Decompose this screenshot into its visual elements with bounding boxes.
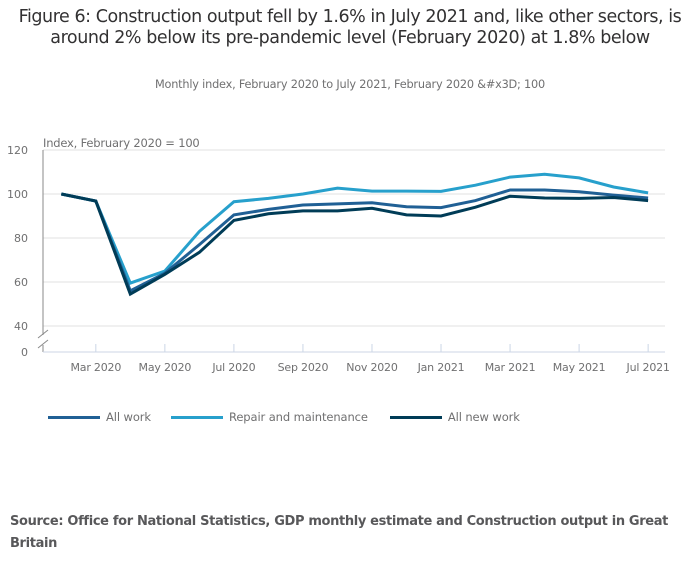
x-tick-label: Mar 2021 (485, 361, 536, 374)
y-tick-label: 40 (14, 320, 28, 333)
y-tick-label: 80 (14, 232, 28, 245)
legend-label: All work (106, 410, 151, 424)
legend-swatch (389, 415, 442, 419)
x-tick-label: Mar 2020 (70, 361, 121, 374)
x-tick-label: May 2020 (139, 361, 192, 374)
y-tick-label: 60 (14, 276, 28, 289)
x-tick-label: Jul 2021 (626, 361, 670, 374)
series-line-all-new-work[interactable] (61, 192, 649, 297)
legend: All work Repair and maintenance All new wo… (48, 407, 540, 427)
series-line-repair-and-maintenance[interactable] (61, 172, 649, 285)
x-tick-label: Nov 2020 (346, 361, 398, 374)
legend-label: Repair and maintenance (228, 410, 368, 424)
legend-item-all-work[interactable]: All work (48, 410, 151, 424)
line-chart: 120 100 80 60 40 0 Mar 2020 May 2020 Jul 2020 Se… (7, 136, 670, 374)
chart-title: Figure 6: Construction output fell by 1.… (18, 7, 682, 48)
y-axis-label: Index, February 2020 = 100 (43, 136, 200, 150)
x-tick-label: Sep 2020 (278, 361, 329, 374)
y-tick-label: 120 (7, 144, 28, 157)
legend-swatch (48, 415, 100, 419)
x-axis: Mar 2020 May 2020 Jul 2020 Sep 2020 Nov 2020… (43, 344, 670, 374)
source-note: Source: Office for National Statistics, … (10, 514, 669, 551)
x-tick-label: Jul 2020 (211, 361, 255, 374)
legend-swatch (170, 415, 223, 419)
y-axis: 120 100 80 60 40 0 (7, 144, 49, 359)
legend-label: All new work (447, 410, 520, 424)
x-tick-label: Jan 2021 (417, 361, 465, 374)
axis-break-mark (37, 329, 49, 339)
legend-item-all-new-work[interactable]: All new work (389, 410, 520, 424)
x-tick-label: May 2021 (553, 361, 606, 374)
series-lines (61, 172, 649, 297)
y-tick-label: 100 (7, 188, 28, 201)
axis-break-mark (37, 339, 49, 349)
chart-subtitle: Monthly index, February 2020 to July 202… (154, 78, 546, 91)
y-tick-label: 0 (21, 346, 28, 359)
legend-item-repair-and-maintenance[interactable]: Repair and maintenance (170, 410, 368, 424)
